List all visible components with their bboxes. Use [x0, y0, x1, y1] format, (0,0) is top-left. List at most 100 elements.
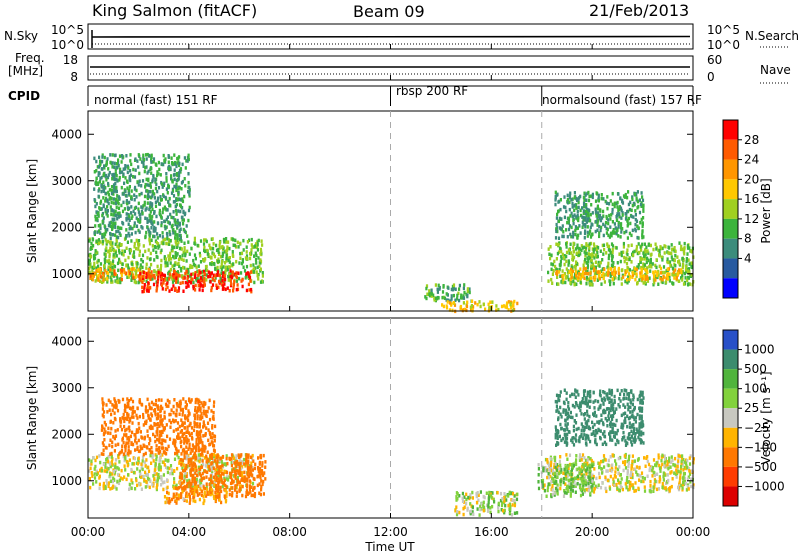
data-cell-2 — [199, 282, 202, 286]
data-cell-0 — [178, 255, 182, 259]
data-cell-0 — [149, 479, 152, 483]
data-cell-3 — [136, 159, 139, 163]
data-cell-2 — [217, 486, 220, 490]
data-cell-3 — [93, 170, 96, 174]
data-cell-6 — [622, 245, 625, 249]
data-cell-3 — [124, 409, 127, 413]
data-cell-3 — [118, 175, 121, 180]
data-cell-0 — [251, 245, 254, 249]
data-cell-6 — [668, 275, 671, 279]
data-cell-2 — [206, 487, 209, 492]
data-cell-3 — [125, 427, 128, 432]
data-cell-3 — [164, 402, 168, 407]
data-cell-1 — [241, 484, 244, 489]
data-cell-0 — [219, 265, 222, 269]
data-cell-8 — [556, 212, 559, 217]
data-cell-3 — [199, 435, 202, 440]
data-cell-3 — [126, 451, 130, 456]
data-cell-2 — [207, 270, 210, 274]
data-cell-1 — [130, 267, 133, 271]
data-cell-5 — [659, 469, 662, 473]
data-cell-0 — [174, 252, 177, 257]
data-cell-3 — [174, 185, 177, 190]
data-cell-0 — [192, 280, 195, 285]
data-cell-3 — [97, 224, 100, 228]
data-cell-2 — [168, 289, 171, 293]
data-cell-3 — [150, 226, 153, 230]
data-cell-3 — [101, 425, 104, 430]
data-cell-2 — [175, 486, 178, 491]
data-cell-1 — [200, 473, 203, 478]
data-cell-0 — [177, 240, 180, 245]
data-cell-8 — [641, 224, 644, 229]
data-cell-3 — [171, 189, 175, 193]
data-cell-3 — [172, 441, 175, 445]
data-cell-0 — [206, 252, 209, 256]
data-cell-3 — [212, 444, 216, 448]
data-cell-3 — [181, 162, 184, 167]
data-cell-2 — [182, 485, 185, 490]
data-cell-0 — [93, 264, 96, 269]
data-cell-1 — [264, 477, 267, 481]
data-cell-3 — [202, 420, 205, 424]
data-cell-8 — [588, 209, 591, 213]
data-cell-8 — [626, 209, 629, 214]
data-cell-5 — [507, 308, 510, 312]
data-cell-8 — [618, 207, 621, 212]
data-cell-1 — [205, 460, 208, 464]
data-cell-3 — [173, 441, 176, 446]
data-cell-0 — [136, 483, 139, 488]
data-cell-0 — [240, 467, 243, 471]
data-cell-0 — [112, 273, 115, 277]
data-cell-1 — [179, 458, 182, 462]
data-cell-8 — [641, 233, 644, 237]
data-cell-5 — [488, 305, 491, 310]
data-cell-0 — [219, 255, 223, 259]
data-cell-5 — [627, 464, 630, 469]
data-cell-3 — [163, 159, 166, 164]
data-cell-7 — [680, 268, 683, 272]
data-cell-0 — [196, 243, 199, 248]
data-cell-4 — [488, 494, 491, 498]
data-cell-3 — [198, 438, 201, 442]
data-cell-3 — [123, 424, 126, 429]
data-cell-1 — [104, 268, 107, 273]
data-cell-0 — [254, 258, 258, 262]
data-cell-6 — [565, 259, 568, 264]
data-cell-0 — [183, 266, 186, 270]
data-cell-0 — [222, 246, 225, 250]
data-cell-4 — [493, 500, 496, 504]
data-cell-2 — [229, 274, 232, 279]
data-cell-2 — [215, 283, 218, 287]
data-cell-0 — [139, 263, 142, 267]
data-cell-1 — [196, 493, 199, 497]
data-cell-3 — [175, 182, 178, 187]
data-cell-6 — [586, 266, 589, 270]
data-cell-4 — [501, 497, 504, 501]
data-cell-8 — [601, 216, 604, 220]
data-cell-4 — [511, 492, 515, 496]
data-cell-3 — [116, 428, 119, 432]
data-cell-2 — [150, 270, 153, 274]
data-cell-0 — [114, 251, 117, 255]
data-cell-8 — [611, 220, 614, 224]
data-cell-4 — [468, 290, 471, 295]
data-cell-3 — [172, 410, 175, 415]
data-cell-6 — [644, 280, 647, 284]
data-cell-0 — [183, 241, 186, 245]
data-cell-8 — [557, 236, 561, 240]
data-cell-0 — [170, 468, 173, 472]
data-cell-2 — [142, 289, 146, 294]
data-cell-1 — [217, 481, 220, 485]
data-cell-3 — [97, 189, 100, 193]
data-cell-1 — [257, 456, 260, 460]
nsky-tick-top: 10^5 — [51, 23, 84, 37]
data-cell-8 — [619, 206, 623, 210]
data-cell-4 — [458, 298, 461, 303]
data-cell-3 — [139, 444, 142, 449]
data-cell-0 — [232, 474, 235, 478]
data-cell-4 — [515, 497, 519, 502]
data-cell-4 — [513, 498, 516, 503]
data-cell-3 — [166, 434, 169, 439]
data-cell-0 — [176, 252, 179, 256]
